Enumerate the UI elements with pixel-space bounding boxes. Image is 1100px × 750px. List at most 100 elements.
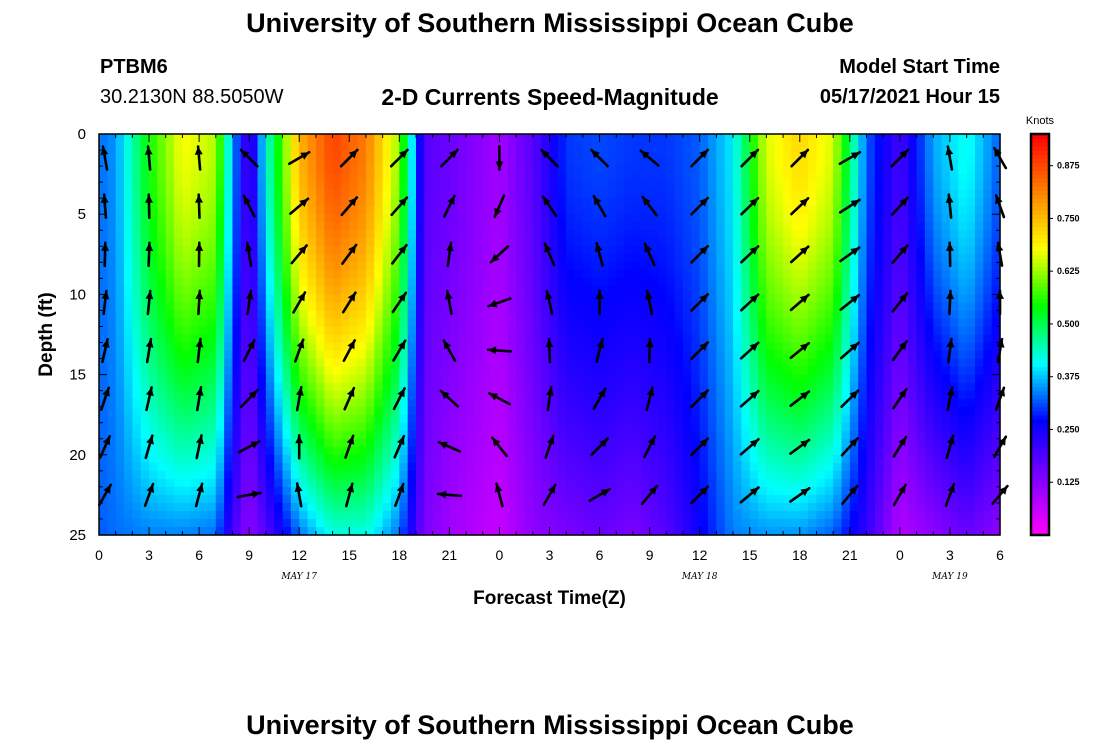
heatmap-cell <box>916 446 926 456</box>
heatmap-cell <box>749 134 759 143</box>
heatmap-cell <box>240 190 250 199</box>
heatmap-cell <box>165 166 175 175</box>
heatmap-cell <box>507 510 517 520</box>
heatmap-cell <box>432 222 442 231</box>
heatmap-cell <box>916 174 926 183</box>
heatmap-cell <box>574 254 584 263</box>
heatmap-cell <box>883 350 893 360</box>
heatmap-cell <box>591 142 601 151</box>
heatmap-cell <box>591 342 601 352</box>
heatmap-cell <box>908 494 918 504</box>
heatmap-cell <box>733 326 742 336</box>
heatmap-cell <box>424 150 434 159</box>
heatmap-cell <box>132 230 142 239</box>
heatmap-cell <box>649 382 659 392</box>
heatmap-cell <box>833 262 843 271</box>
heatmap-cell <box>799 286 809 295</box>
heatmap-cell <box>315 262 325 271</box>
heatmap-cell <box>733 414 742 424</box>
heatmap-cell <box>649 526 659 536</box>
heatmap-cell <box>390 270 400 279</box>
heatmap-cell <box>349 310 359 320</box>
heatmap-cell <box>149 190 158 199</box>
heatmap-cell <box>474 182 484 191</box>
heatmap-cell <box>724 294 734 304</box>
heatmap-cell <box>107 366 117 376</box>
heatmap-cell <box>541 206 551 215</box>
heatmap-cell <box>274 262 284 271</box>
heatmap-cell <box>866 470 876 480</box>
heatmap-cell <box>899 222 909 231</box>
heatmap-cell <box>482 430 492 440</box>
heatmap-cell <box>724 206 734 215</box>
heatmap-cell <box>741 278 751 287</box>
heatmap-cell <box>374 422 384 432</box>
heatmap-cell <box>307 294 317 304</box>
heatmap-cell <box>766 198 776 207</box>
heatmap-cell <box>424 222 434 231</box>
heatmap-cell <box>874 350 884 360</box>
heatmap-cell <box>507 350 517 360</box>
heatmap-cell <box>599 398 609 408</box>
heatmap-cell <box>416 398 425 408</box>
heatmap-cell <box>215 342 225 352</box>
heatmap-cell <box>708 190 717 199</box>
heatmap-cell <box>466 190 476 199</box>
heatmap-cell <box>891 454 901 464</box>
heatmap-cell <box>841 214 851 223</box>
heatmap-cell <box>532 366 542 376</box>
heatmap-cell <box>382 190 392 199</box>
heatmap-cell <box>858 310 868 320</box>
heatmap-cell <box>232 478 242 488</box>
heatmap-cell <box>390 166 400 175</box>
heatmap-cell <box>466 214 476 223</box>
heatmap-cell <box>449 310 459 320</box>
heatmap-cell <box>899 254 909 263</box>
heatmap-cell <box>783 198 793 207</box>
heatmap-cell <box>783 350 793 360</box>
heatmap-cell <box>916 334 926 344</box>
heatmap-cell <box>657 142 667 151</box>
heatmap-cell <box>641 158 651 167</box>
heatmap-cell <box>449 238 459 247</box>
heatmap-cell <box>657 446 667 456</box>
heatmap-cell <box>799 278 809 287</box>
heatmap-cell <box>115 526 125 536</box>
heatmap-cell <box>190 518 200 528</box>
heatmap-cell <box>441 238 450 247</box>
heatmap-cell <box>616 262 626 271</box>
heatmap-cell <box>324 430 334 440</box>
heatmap-cell <box>224 190 234 199</box>
heatmap-cell <box>249 246 259 255</box>
heatmap-cell <box>290 510 300 520</box>
heatmap-cell <box>916 286 926 295</box>
heatmap-cell <box>274 318 284 328</box>
heatmap-cell <box>733 518 742 528</box>
heatmap-cell <box>699 254 709 263</box>
heatmap-cell <box>140 222 150 231</box>
heatmap-cell <box>107 142 117 151</box>
heatmap-cell <box>549 326 559 336</box>
heatmap-cell <box>924 398 934 408</box>
heatmap-cell <box>282 214 292 223</box>
heatmap-cell <box>916 246 926 255</box>
heatmap-cell <box>215 182 225 191</box>
heatmap-cell <box>482 350 492 360</box>
heatmap-cell <box>340 486 350 496</box>
heatmap-cell <box>883 174 893 183</box>
heatmap-cell <box>816 238 826 247</box>
heatmap-cell <box>290 446 300 456</box>
heatmap-cell <box>516 142 526 151</box>
heatmap-cell <box>324 518 334 528</box>
heatmap-cell <box>149 382 158 392</box>
heatmap-cell <box>632 390 642 400</box>
heatmap-cell <box>708 302 717 312</box>
heatmap-cell <box>482 206 492 215</box>
heatmap-cell <box>365 350 375 360</box>
heatmap-cell <box>716 486 726 496</box>
heatmap-cell <box>774 238 784 247</box>
heatmap-cell <box>657 214 667 223</box>
heatmap-cell <box>557 158 567 167</box>
heatmap-cell <box>432 366 442 376</box>
heatmap-cell <box>99 214 108 223</box>
